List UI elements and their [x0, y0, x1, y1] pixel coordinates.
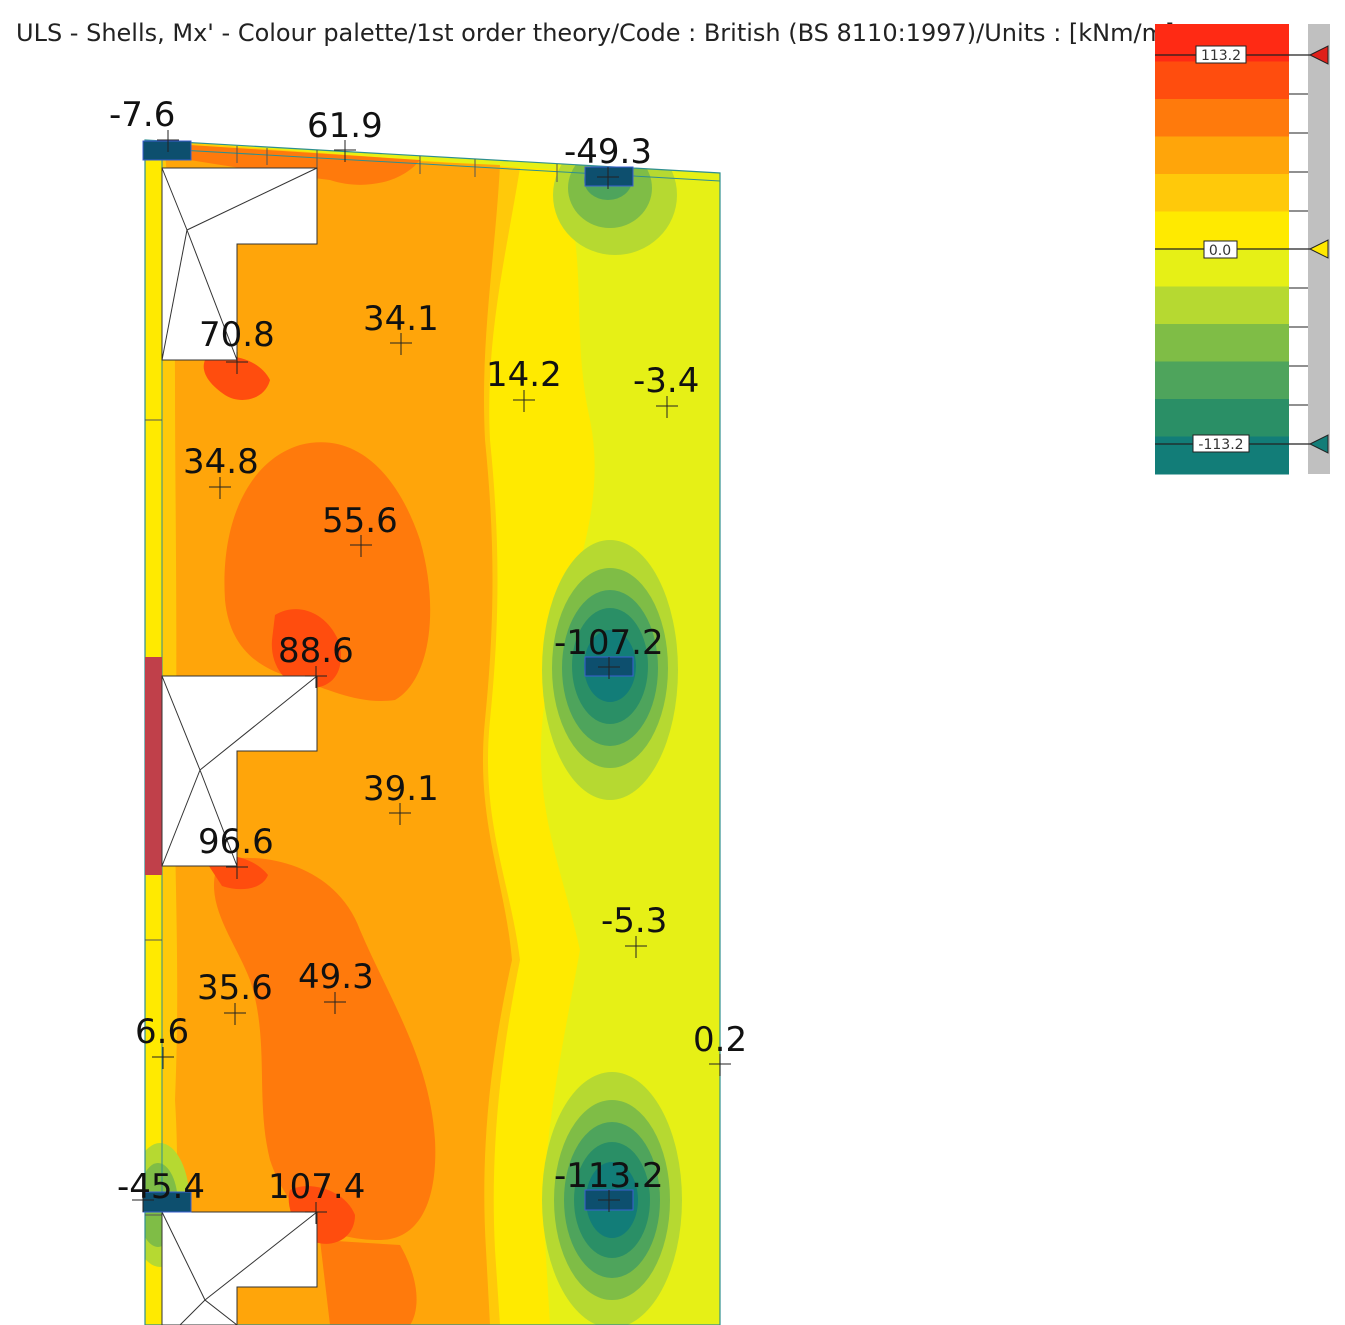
- legend-max-box: [1195, 45, 1247, 64]
- value-label: 49.3: [298, 957, 374, 997]
- hotspot-88-6: [271, 609, 341, 689]
- legend-max-arrow: [1308, 45, 1329, 65]
- value-markers: [132, 130, 731, 1224]
- legend-max-label: 113.2: [1201, 48, 1241, 64]
- legend-band: [1155, 324, 1289, 362]
- slab-outline: [144, 139, 721, 1325]
- value-label: 14.2: [486, 355, 562, 395]
- value-label: 107.4: [268, 1167, 365, 1207]
- contour-field: [145, 140, 720, 1325]
- legend-ticks: [1289, 93, 1308, 406]
- value-label: 88.6: [278, 631, 354, 671]
- legend-zero-label: 0.0: [1209, 243, 1231, 259]
- legend-band: [1155, 286, 1289, 325]
- band-light-orange: [165, 150, 512, 1325]
- top-edge-ticks: [145, 146, 558, 1216]
- legend-band: [1155, 361, 1289, 400]
- value-label: -5.3: [601, 901, 667, 941]
- column-top-left: [143, 141, 191, 160]
- value-label: 96.6: [198, 822, 274, 862]
- legend-min-label: -113.2: [1198, 437, 1243, 453]
- value-label: 34.1: [363, 299, 439, 339]
- value-label: -3.4: [633, 361, 699, 401]
- value-labels: -7.6 61.9 -49.3 70.8 34.1 14.2 -3.4 34.8…: [109, 95, 747, 1207]
- value-label: -45.4: [117, 1167, 205, 1207]
- edge-strip-red: [145, 657, 162, 875]
- value-label: 6.6: [135, 1012, 189, 1052]
- column-bottom-left: [143, 1192, 191, 1212]
- legend-band: [1155, 99, 1289, 137]
- value-label: 61.9: [307, 106, 383, 146]
- hotspot-70-8: [203, 356, 270, 400]
- diagram-title: ULS - Shells, Mx' - Colour palette/1st o…: [16, 19, 1175, 47]
- value-label: 0.2: [693, 1020, 747, 1060]
- value-label: 70.8: [199, 315, 275, 355]
- value-label: 39.1: [363, 769, 439, 809]
- openings: [161, 167, 318, 1325]
- legend-band: [1155, 136, 1289, 175]
- value-label: -113.2: [554, 1156, 664, 1196]
- colour-legend: 113.2 0.0 -113.2: [1155, 24, 1330, 475]
- value-label: -107.2: [554, 623, 664, 663]
- legend-zero-arrow: [1308, 239, 1329, 259]
- value-label: -49.3: [564, 132, 652, 172]
- band-top-orange: [190, 145, 420, 185]
- value-label: 55.6: [322, 501, 398, 541]
- value-label: 34.8: [183, 442, 259, 482]
- legend-band: [1155, 61, 1289, 100]
- legend-band: [1155, 399, 1289, 437]
- band-orange-lower: [213, 857, 436, 1240]
- value-label: -7.6: [109, 95, 175, 135]
- legend-bands: [1155, 24, 1289, 475]
- legend-band: [1155, 174, 1289, 212]
- opening-diagonals: [161, 167, 318, 1325]
- band-orange-bottom: [320, 1240, 417, 1325]
- legend-min-box: [1192, 434, 1250, 453]
- legend-zero-box: [1203, 240, 1238, 259]
- legend-min-arrow: [1308, 434, 1329, 454]
- value-label: 35.6: [197, 968, 273, 1008]
